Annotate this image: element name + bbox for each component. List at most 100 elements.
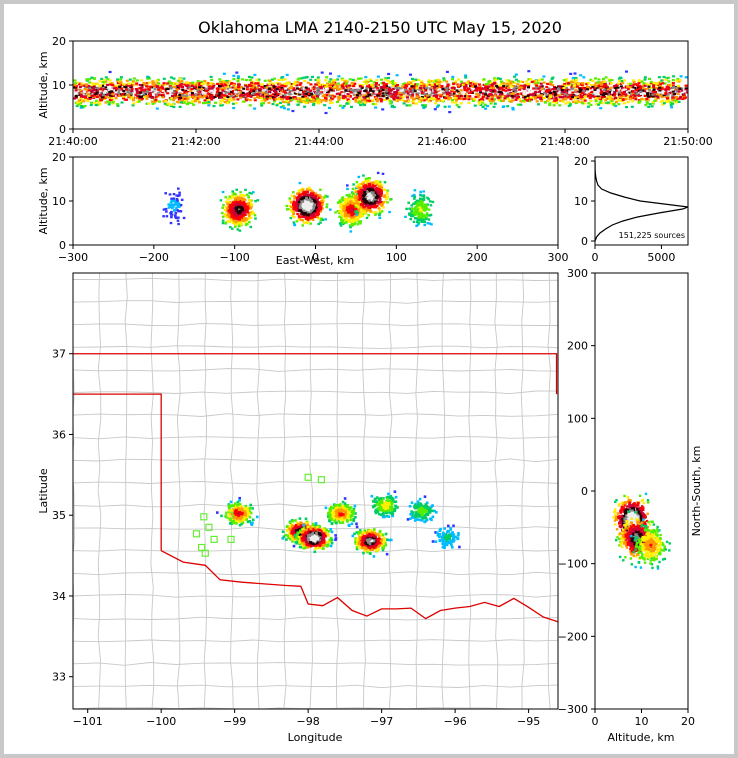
source-point — [351, 214, 354, 217]
source-point — [550, 77, 554, 80]
source-point — [522, 92, 526, 96]
source-point — [306, 203, 310, 206]
source-point — [553, 88, 557, 91]
source-point — [534, 86, 538, 89]
source-point — [271, 82, 275, 85]
source-point — [671, 94, 675, 97]
source-point — [475, 88, 479, 91]
source-point — [383, 78, 387, 81]
source-point — [272, 98, 276, 101]
source-point — [410, 85, 414, 88]
source-point — [351, 218, 355, 221]
source-point — [569, 90, 573, 93]
source-point — [352, 89, 356, 92]
source-point — [556, 88, 560, 91]
source-point — [272, 77, 276, 80]
source-point — [464, 83, 468, 87]
source-point — [512, 90, 516, 93]
source-point — [465, 89, 469, 92]
source-point — [329, 78, 333, 81]
source-point — [243, 194, 246, 197]
source-point — [430, 97, 434, 100]
source-point — [445, 80, 449, 83]
source-point — [498, 84, 502, 87]
source-point — [423, 96, 427, 100]
source-point — [469, 82, 473, 85]
source-point — [473, 104, 477, 107]
source-point — [365, 87, 369, 90]
source-point — [684, 84, 688, 87]
source-point — [313, 94, 317, 97]
source-point — [349, 230, 353, 233]
source-point — [86, 99, 90, 103]
source-point — [243, 208, 247, 212]
source-point — [632, 79, 636, 82]
source-point — [599, 81, 603, 84]
source-point — [423, 105, 427, 108]
source-point — [677, 80, 681, 83]
source-point — [253, 88, 256, 91]
source-point — [98, 102, 102, 106]
source-point — [299, 201, 303, 205]
source-point — [305, 200, 309, 203]
source-point — [316, 214, 319, 217]
source-point — [252, 212, 255, 215]
source-point — [239, 191, 242, 194]
source-point — [263, 93, 267, 96]
source-point — [591, 85, 595, 89]
source-point — [111, 93, 115, 96]
source-point — [653, 99, 657, 102]
source-point — [309, 78, 313, 81]
source-point — [342, 97, 346, 100]
source-point — [533, 95, 537, 98]
source-point — [582, 98, 586, 101]
source-point — [299, 91, 303, 94]
source-point — [224, 196, 227, 199]
source-point — [374, 85, 378, 88]
source-point — [363, 90, 367, 93]
source-point — [243, 218, 246, 221]
source-point — [77, 99, 81, 102]
source-point — [228, 220, 231, 224]
source-point — [314, 206, 318, 210]
source-point — [346, 93, 350, 96]
source-point — [268, 97, 272, 100]
source-point — [242, 201, 246, 204]
source-point — [676, 97, 680, 100]
source-point — [581, 102, 585, 105]
source-point — [616, 86, 620, 89]
source-point — [207, 85, 211, 88]
source-point — [604, 76, 608, 79]
source-point — [583, 93, 586, 97]
source-point — [320, 99, 324, 102]
source-point — [246, 92, 250, 95]
source-point — [148, 91, 151, 95]
source-point — [631, 100, 635, 103]
source-point — [481, 105, 485, 108]
source-point — [439, 95, 443, 98]
source-point — [676, 77, 680, 81]
source-point — [395, 74, 399, 77]
source-point — [514, 73, 518, 76]
source-point — [411, 98, 415, 101]
source-point — [165, 103, 169, 107]
source-point — [302, 87, 306, 90]
source-point — [631, 85, 635, 88]
source-point — [447, 105, 451, 108]
source-point — [316, 216, 319, 219]
source-point — [527, 70, 531, 73]
source-point — [310, 195, 314, 198]
source-point — [635, 92, 639, 96]
source-point — [456, 96, 460, 99]
source-point — [428, 94, 432, 97]
source-point — [234, 102, 238, 105]
source-point — [178, 77, 182, 80]
source-point — [131, 80, 135, 83]
source-point — [242, 87, 246, 90]
source-point — [637, 87, 641, 90]
source-point — [299, 100, 303, 103]
source-point — [368, 99, 372, 102]
source-point — [465, 92, 468, 95]
source-point — [292, 212, 295, 216]
source-point — [221, 206, 224, 209]
